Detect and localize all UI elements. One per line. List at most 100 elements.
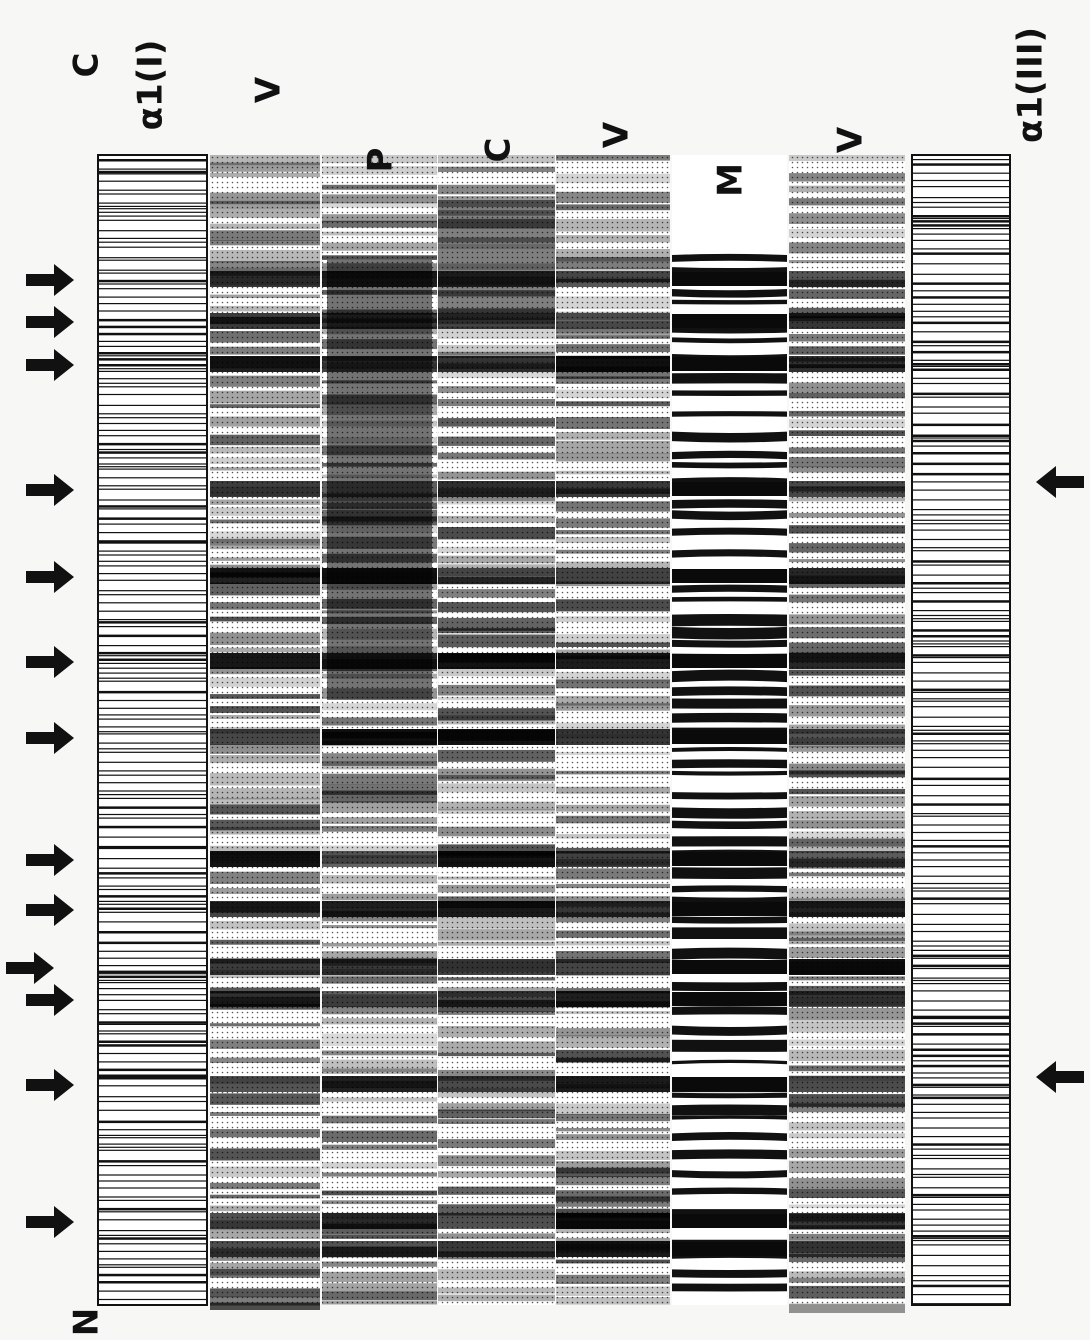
band [322, 1018, 437, 1024]
band [789, 873, 905, 877]
band [556, 1134, 670, 1140]
band-line [98, 921, 207, 922]
band-line [98, 1281, 207, 1284]
band [556, 1128, 670, 1131]
band-line [912, 163, 1010, 166]
band [556, 1260, 670, 1264]
band [789, 568, 905, 584]
band-line [912, 852, 1010, 853]
band [322, 1162, 437, 1168]
band [322, 255, 437, 260]
band [322, 1034, 437, 1047]
band [210, 261, 320, 267]
band-line [98, 1075, 207, 1078]
band [789, 289, 905, 299]
band [210, 602, 320, 610]
band [210, 404, 320, 408]
band-line [98, 1174, 207, 1175]
band [789, 186, 905, 193]
band [210, 1129, 320, 1137]
band-line [98, 1041, 207, 1044]
band-line [912, 1104, 1010, 1105]
band-line [98, 1121, 207, 1124]
band-line [912, 180, 1010, 181]
band [322, 817, 437, 824]
band-line [98, 1009, 207, 1010]
band [789, 260, 905, 263]
band-line [912, 1077, 1010, 1078]
band-line [912, 424, 1010, 427]
band [672, 1149, 787, 1159]
band-line [912, 440, 1010, 443]
band [672, 569, 787, 583]
band [210, 1148, 320, 1160]
band-line [912, 657, 1010, 658]
band [438, 399, 555, 406]
band-line [98, 976, 207, 979]
band [789, 457, 905, 467]
band-line [98, 364, 207, 367]
band [210, 331, 320, 343]
band-line [98, 848, 207, 849]
band-line [912, 803, 1010, 806]
band-line [98, 417, 207, 418]
band [438, 750, 555, 762]
band [438, 602, 555, 612]
band-line [912, 1303, 1010, 1306]
band-line [98, 619, 207, 620]
band-line [98, 645, 207, 646]
band [556, 771, 670, 775]
band-line [912, 1044, 1010, 1045]
band [556, 313, 670, 329]
band [672, 713, 787, 723]
band [672, 314, 787, 328]
band-line [98, 708, 207, 709]
band-line [98, 719, 207, 720]
band [556, 1168, 670, 1177]
band-line [98, 346, 207, 347]
band-line [912, 413, 1010, 414]
band [672, 902, 787, 916]
band [789, 1213, 905, 1229]
band [672, 1105, 787, 1116]
band-line [98, 413, 207, 414]
lane [672, 155, 787, 1305]
band-line [98, 872, 207, 875]
band [210, 201, 320, 210]
band [556, 1011, 670, 1014]
band-line [98, 477, 207, 478]
band-line [98, 621, 207, 624]
band-line [98, 505, 207, 508]
band-line [98, 980, 207, 981]
band-line [98, 1187, 207, 1188]
band-line [98, 333, 207, 336]
band-line [98, 770, 207, 771]
band [789, 198, 905, 205]
band [210, 694, 320, 699]
band-line [98, 678, 207, 679]
band [789, 595, 905, 603]
band [438, 628, 555, 633]
lane [210, 155, 320, 1310]
band-line [98, 1160, 207, 1163]
band [789, 481, 905, 497]
band [438, 1213, 555, 1229]
band [210, 306, 320, 312]
band [556, 868, 670, 879]
band-line [98, 668, 207, 669]
band [322, 1098, 437, 1102]
band [210, 230, 320, 241]
band [556, 155, 670, 161]
band-line [912, 955, 1010, 958]
lane [789, 155, 905, 1313]
band [789, 346, 905, 354]
band [210, 1213, 320, 1229]
band [322, 801, 437, 813]
band [210, 1093, 320, 1104]
band [210, 376, 320, 387]
band-line [912, 202, 1010, 203]
band [210, 163, 320, 172]
band [672, 1093, 787, 1098]
band-line [98, 602, 207, 603]
band [789, 789, 905, 794]
